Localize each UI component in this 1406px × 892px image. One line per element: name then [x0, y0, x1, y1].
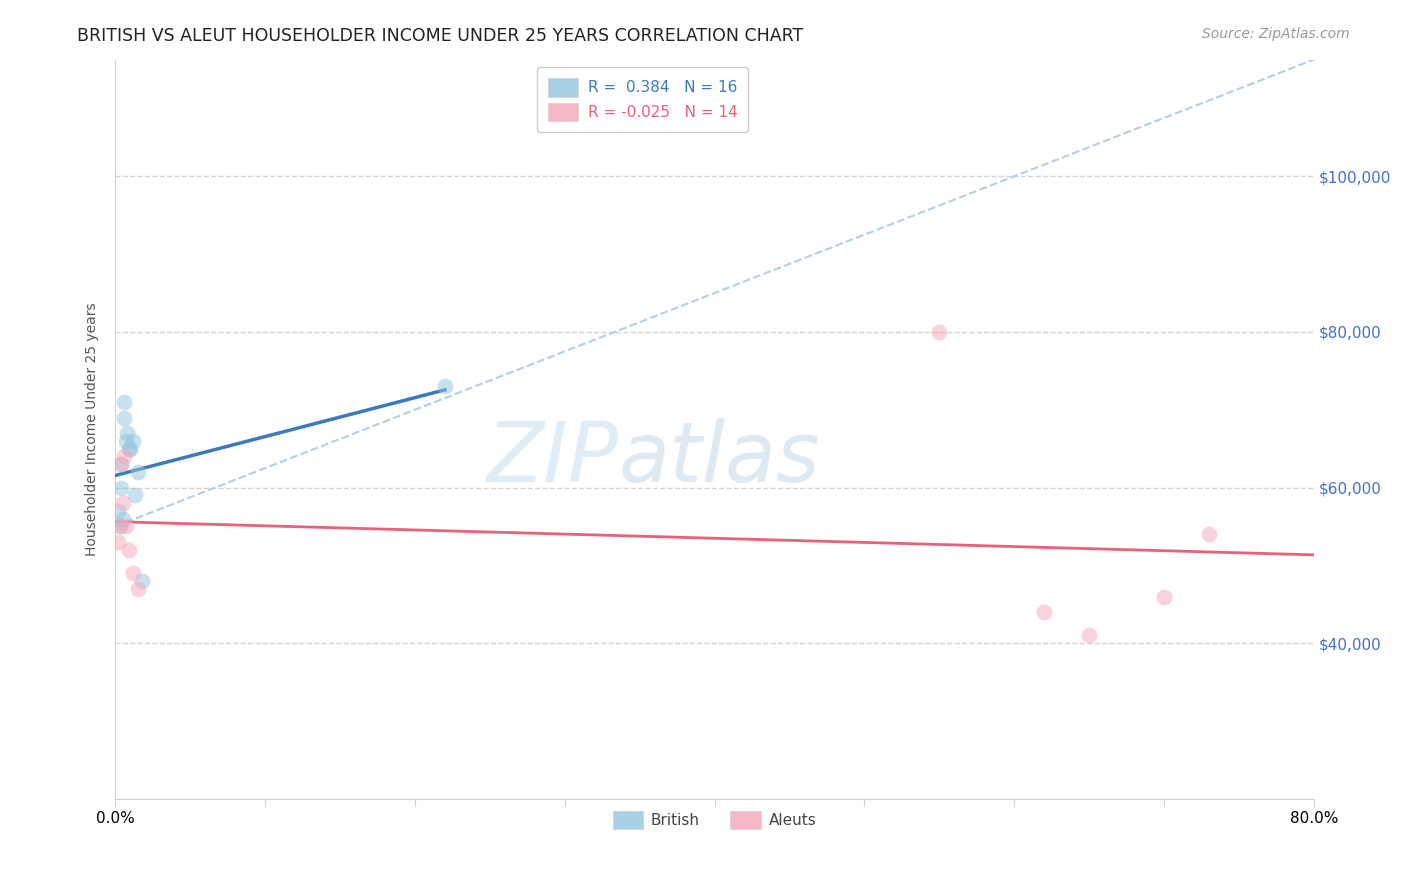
- Point: [120, 442, 142, 456]
- Point: [1198, 527, 1220, 541]
- Point: [118, 542, 141, 557]
- Point: [110, 457, 132, 471]
- Point: [114, 434, 136, 448]
- Point: [124, 488, 146, 502]
- Point: [110, 457, 132, 471]
- Point: [1078, 628, 1101, 642]
- Text: atlas: atlas: [619, 418, 820, 500]
- Point: [110, 481, 132, 495]
- Point: [111, 496, 134, 510]
- Point: [111, 512, 134, 526]
- Point: [112, 450, 135, 464]
- Point: [1033, 605, 1056, 619]
- Point: [112, 395, 135, 409]
- Text: BRITISH VS ALEUT HOUSEHOLDER INCOME UNDER 25 YEARS CORRELATION CHART: BRITISH VS ALEUT HOUSEHOLDER INCOME UNDE…: [77, 27, 804, 45]
- Point: [433, 379, 456, 393]
- Point: [127, 582, 149, 596]
- Point: [131, 574, 153, 588]
- Point: [112, 410, 135, 425]
- Point: [118, 442, 141, 456]
- Legend: British, Aleuts: British, Aleuts: [606, 805, 823, 836]
- Text: ZIP: ZIP: [486, 418, 619, 500]
- Point: [108, 519, 131, 533]
- Point: [107, 535, 129, 549]
- Point: [928, 325, 950, 339]
- Point: [122, 566, 145, 581]
- Point: [1153, 590, 1175, 604]
- Point: [127, 465, 149, 479]
- Text: Source: ZipAtlas.com: Source: ZipAtlas.com: [1202, 27, 1350, 41]
- Point: [108, 519, 131, 533]
- Point: [114, 519, 136, 533]
- Y-axis label: Householder Income Under 25 years: Householder Income Under 25 years: [86, 302, 100, 556]
- Point: [122, 434, 145, 448]
- Point: [117, 426, 139, 441]
- Point: [107, 504, 129, 518]
